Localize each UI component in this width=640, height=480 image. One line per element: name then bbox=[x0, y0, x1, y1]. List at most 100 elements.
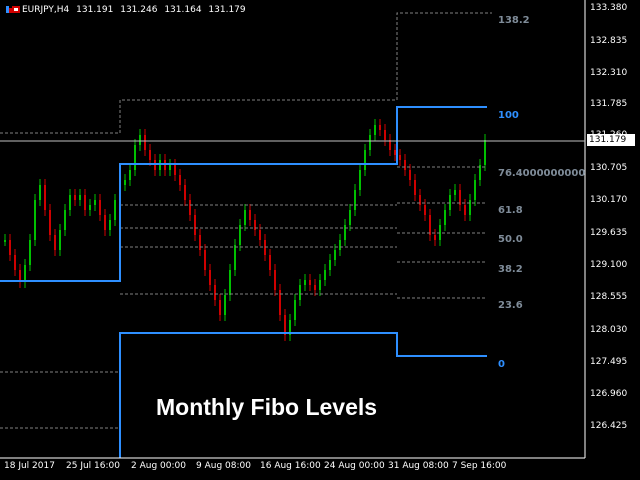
candle-body bbox=[169, 165, 171, 170]
fibo-label-100: 100 bbox=[498, 110, 519, 121]
candle-body bbox=[84, 195, 86, 210]
time-tick: 18 Jul 2017 bbox=[4, 461, 55, 471]
price-tick: 127.495 bbox=[590, 357, 628, 367]
candle-body bbox=[59, 230, 61, 250]
candle-body bbox=[259, 230, 261, 240]
time-tick: 31 Aug 08:00 bbox=[388, 461, 449, 471]
candle-body bbox=[429, 215, 431, 235]
candle-body bbox=[184, 185, 186, 200]
candle-body bbox=[144, 135, 146, 150]
candle-body bbox=[199, 235, 201, 250]
candle-body bbox=[99, 200, 101, 215]
candle-body bbox=[434, 235, 436, 240]
fibo-low-line bbox=[119, 332, 487, 458]
candle-body bbox=[89, 205, 91, 210]
candle-body bbox=[49, 210, 51, 235]
candle-body bbox=[44, 185, 46, 210]
candle-body bbox=[319, 280, 321, 290]
candle-body bbox=[454, 190, 456, 195]
fibo-high-line bbox=[0, 106, 487, 282]
symbol-timeframe: EURJPY,H4 bbox=[22, 5, 70, 15]
time-tick: 25 Jul 16:00 bbox=[66, 461, 120, 471]
candle-body bbox=[109, 220, 111, 230]
fibo-label-76: 76.4000000000 bbox=[498, 168, 586, 179]
candle-body bbox=[379, 125, 381, 130]
candle-body bbox=[479, 165, 481, 180]
candle-body bbox=[444, 210, 446, 225]
ohlc-open: 131.191 bbox=[76, 5, 114, 15]
candle-body bbox=[469, 200, 471, 215]
candle-body bbox=[349, 210, 351, 225]
candle-body bbox=[39, 185, 41, 200]
fibo-label-138: 138.2 bbox=[498, 15, 530, 26]
candle-body bbox=[329, 260, 331, 270]
candle-body bbox=[64, 210, 66, 230]
candle-body bbox=[309, 280, 311, 285]
candle-body bbox=[324, 270, 326, 280]
candle-body bbox=[474, 180, 476, 200]
price-tick: 131.785 bbox=[590, 99, 628, 109]
candle-body bbox=[419, 195, 421, 205]
price-tick: 126.960 bbox=[590, 389, 628, 399]
time-tick: 9 Aug 08:00 bbox=[196, 461, 251, 471]
price-tick: 133.380 bbox=[590, 3, 628, 13]
chart-header: EURJPY,H4 131.191 131.246 131.164 131.17… bbox=[22, 5, 250, 15]
current-price-tag: 131.179 bbox=[587, 134, 635, 146]
candle-body bbox=[189, 200, 191, 215]
candle-body bbox=[404, 160, 406, 170]
candle-body bbox=[204, 250, 206, 270]
candle-body bbox=[4, 240, 6, 242]
candle-body bbox=[129, 170, 131, 180]
symbol-flag-icon[interactable] bbox=[12, 5, 20, 14]
candle-body bbox=[74, 195, 76, 200]
candle-body bbox=[364, 150, 366, 170]
candle-body bbox=[19, 270, 21, 282]
price-tick: 129.100 bbox=[590, 260, 628, 270]
candle-body bbox=[484, 140, 486, 165]
fibo-label-0: 0 bbox=[498, 359, 505, 370]
price-tick: 128.555 bbox=[590, 292, 628, 302]
candle-body bbox=[194, 215, 196, 235]
candle-body bbox=[219, 300, 221, 315]
candle-body bbox=[279, 290, 281, 315]
candle-body bbox=[94, 200, 96, 205]
candle-body bbox=[174, 165, 176, 175]
fibo-label-23: 23.6 bbox=[498, 300, 523, 311]
time-tick: 2 Aug 00:00 bbox=[131, 461, 186, 471]
candle-body bbox=[424, 205, 426, 215]
candle-body bbox=[234, 245, 236, 270]
chart-type-icon[interactable] bbox=[5, 5, 13, 14]
time-tick: 16 Aug 16:00 bbox=[260, 461, 321, 471]
candle-body bbox=[289, 320, 291, 335]
ohlc-high: 131.246 bbox=[120, 5, 158, 15]
candle-body bbox=[149, 150, 151, 160]
candle-body bbox=[114, 200, 116, 220]
candle-body bbox=[334, 250, 336, 260]
candle-body bbox=[239, 225, 241, 245]
price-tick: 130.170 bbox=[590, 195, 628, 205]
candle-body bbox=[304, 280, 306, 285]
candle-body bbox=[134, 145, 136, 170]
candle-body bbox=[254, 220, 256, 230]
candle-body bbox=[284, 315, 286, 335]
candle-body bbox=[339, 240, 341, 250]
candle-body bbox=[54, 235, 56, 250]
candle-body bbox=[359, 170, 361, 190]
candle-body bbox=[224, 295, 226, 315]
fibo-label-50: 50.0 bbox=[498, 234, 523, 245]
candle-body bbox=[394, 150, 396, 155]
fibo-label-61: 61.8 bbox=[498, 205, 523, 216]
candle-body bbox=[314, 285, 316, 290]
candle-body bbox=[399, 155, 401, 160]
price-tick: 128.030 bbox=[590, 325, 628, 335]
candle-body bbox=[34, 200, 36, 240]
candle-body bbox=[124, 180, 126, 185]
candle-body bbox=[369, 135, 371, 150]
candle-body bbox=[29, 240, 31, 265]
candle-body bbox=[294, 300, 296, 320]
candle-body bbox=[214, 285, 216, 300]
price-tick: 132.310 bbox=[590, 68, 628, 78]
candle-body bbox=[139, 135, 141, 145]
